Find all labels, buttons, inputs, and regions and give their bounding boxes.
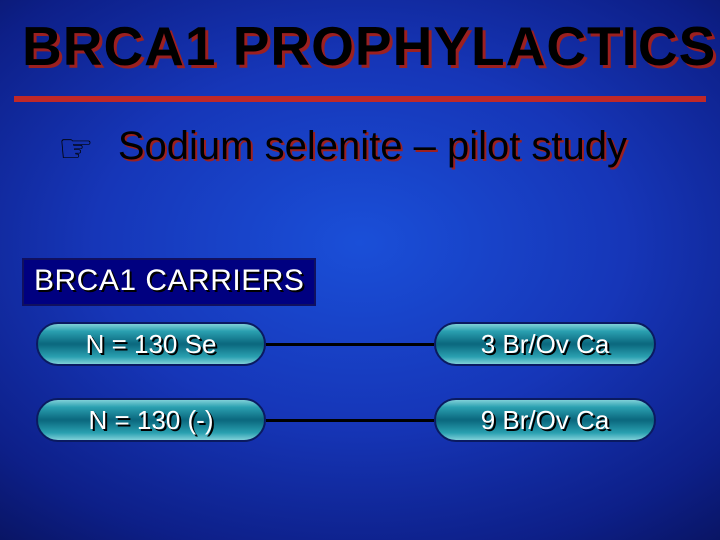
connector-line	[266, 343, 434, 346]
pointer-icon: ☞	[58, 129, 94, 169]
outcome-se-pill: 3 Br/Ov Ca	[434, 322, 656, 366]
carriers-label: BRCA1 CARRIERS	[22, 258, 316, 306]
outcome-neg-pill: 9 Br/Ov Ca	[434, 398, 656, 442]
diagram-row: N = 130 Se 3 Br/Ov Ca	[36, 322, 676, 370]
bullet-row: ☞ Sodium selenite – pilot study	[58, 124, 627, 169]
group-se-pill: N = 130 Se	[36, 322, 266, 366]
slide: BRCA1 PROPHYLACTICS ☞ Sodium selenite – …	[0, 0, 720, 540]
connector-line	[266, 419, 434, 422]
diagram-row: N = 130 (-) 9 Br/Ov Ca	[36, 398, 676, 446]
group-neg-pill: N = 130 (-)	[36, 398, 266, 442]
bullet-text: Sodium selenite – pilot study	[118, 124, 627, 169]
title-underline	[14, 96, 706, 102]
diagram: N = 130 Se 3 Br/Ov Ca N = 130 (-) 9 Br/O…	[36, 322, 676, 474]
slide-title: BRCA1 PROPHYLACTICS	[22, 14, 716, 78]
